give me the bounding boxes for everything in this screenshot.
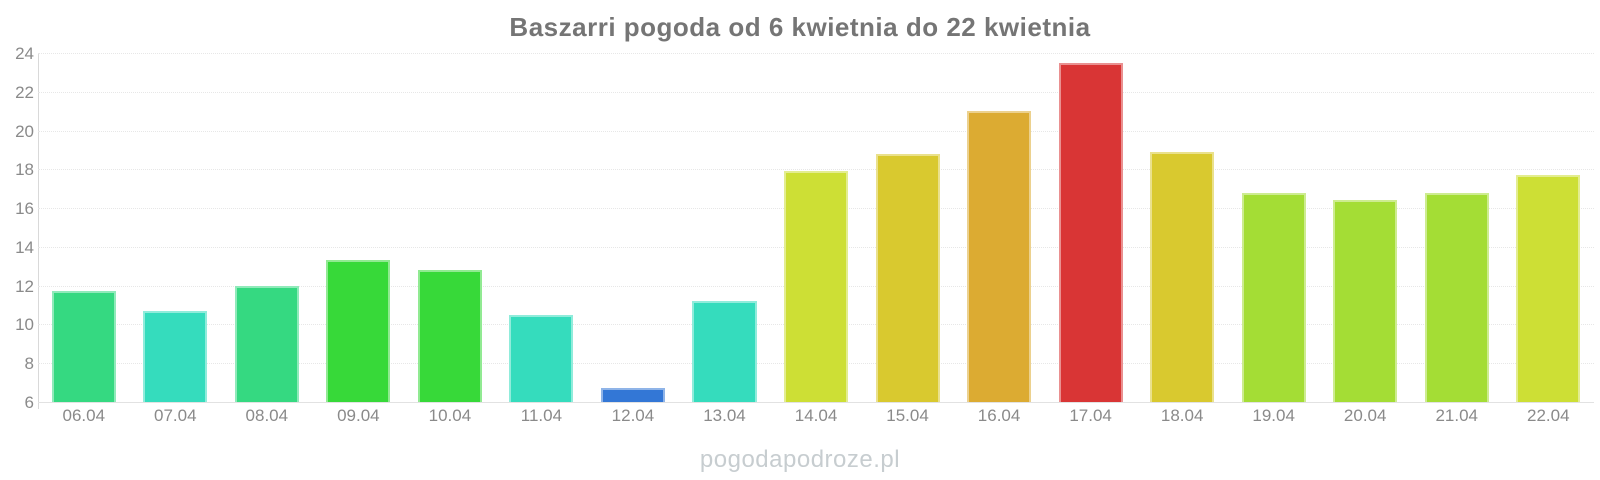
x-tick-label: 17.04 xyxy=(1069,406,1112,425)
x-tick-label: 16.04 xyxy=(977,406,1021,425)
x-tick-label: 11.04 xyxy=(520,406,563,425)
x-tick-label: 19.04 xyxy=(1252,406,1295,425)
x-tick-label: 13.04 xyxy=(703,406,746,425)
bar-cell xyxy=(1411,53,1503,402)
plot-area xyxy=(38,53,1594,403)
x-tick-label: 12.04 xyxy=(611,406,655,425)
bar-cell xyxy=(1319,53,1411,402)
bar-cell xyxy=(38,53,130,402)
y-tick-label: 14 xyxy=(15,237,34,257)
bar-12.04[interactable] xyxy=(600,388,665,402)
bar-19.04[interactable] xyxy=(1241,192,1306,402)
bar-09.04[interactable] xyxy=(326,260,391,402)
y-tick-label: 18 xyxy=(15,160,34,180)
x-tick-label: 08.04 xyxy=(245,406,289,425)
bar-16.04[interactable] xyxy=(967,111,1032,402)
x-tick-label: 21.04 xyxy=(1435,406,1478,425)
y-tick-label: 12 xyxy=(15,276,34,296)
bar-cell xyxy=(1503,53,1595,402)
bar-cell xyxy=(679,53,771,402)
chart-title: Baszarri pogoda od 6 kwietnia do 22 kwie… xyxy=(509,12,1091,42)
bar-10.04[interactable] xyxy=(417,270,482,402)
x-axis-labels: 06.04 07.04 08.04 09.04 10.04 11.04 12.04 13.04… xyxy=(38,406,1594,426)
bar-cell xyxy=(862,53,954,402)
bar-cell xyxy=(770,53,862,402)
bar-17.04[interactable] xyxy=(1058,62,1123,402)
bar-cell xyxy=(1045,53,1137,402)
bar-08.04[interactable] xyxy=(234,285,299,402)
y-tick-label: 10 xyxy=(15,315,34,335)
y-tick-label: 6 xyxy=(24,393,34,412)
bar-07.04[interactable] xyxy=(143,310,208,402)
bar-cell xyxy=(404,53,496,402)
bar-15.04[interactable] xyxy=(875,153,940,402)
bar-cell xyxy=(313,53,405,402)
y-tick-label: 24 xyxy=(15,44,34,63)
gridline xyxy=(38,130,1594,132)
bar-cell xyxy=(587,53,679,402)
bar-cell xyxy=(953,53,1045,402)
x-tick-label: 06.04 xyxy=(62,406,106,425)
x-tick-label: 18.04 xyxy=(1160,406,1204,425)
bar-cell xyxy=(221,53,313,402)
x-tick-label: 07.04 xyxy=(154,406,197,425)
bar-18.04[interactable] xyxy=(1150,151,1215,402)
gridline xyxy=(38,91,1594,93)
bar-cell xyxy=(1136,53,1228,402)
y-tick-label: 8 xyxy=(24,354,34,374)
gridline xyxy=(38,53,1594,54)
x-tick-label: 09.04 xyxy=(337,406,380,425)
y-axis-line xyxy=(38,53,39,409)
bar-06.04[interactable] xyxy=(51,291,116,402)
bar-13.04[interactable] xyxy=(692,301,757,402)
bar-cell xyxy=(130,53,222,402)
x-tick-label: 15.04 xyxy=(886,406,929,425)
y-tick-label: 20 xyxy=(15,121,34,141)
bar-cell xyxy=(1228,53,1320,402)
bar-11.04[interactable] xyxy=(509,314,574,402)
y-tick-label: 22 xyxy=(15,82,34,102)
bar-cell xyxy=(496,53,588,402)
bar-22.04[interactable] xyxy=(1516,175,1581,402)
x-tick-label: 14.04 xyxy=(794,406,838,425)
x-tick-label: 22.04 xyxy=(1526,406,1570,425)
gridline xyxy=(38,169,1594,171)
x-tick-label: 10.04 xyxy=(428,406,472,425)
bars-row xyxy=(38,53,1594,402)
y-tick-label: 16 xyxy=(15,199,34,219)
x-tick-label: 20.04 xyxy=(1343,406,1387,425)
watermark-text: pogodapodroze.pl xyxy=(699,446,901,473)
bar-21.04[interactable] xyxy=(1424,192,1489,402)
x-axis-baseline xyxy=(38,402,1594,403)
bar-20.04[interactable] xyxy=(1333,200,1398,402)
bar-14.04[interactable] xyxy=(783,171,849,402)
